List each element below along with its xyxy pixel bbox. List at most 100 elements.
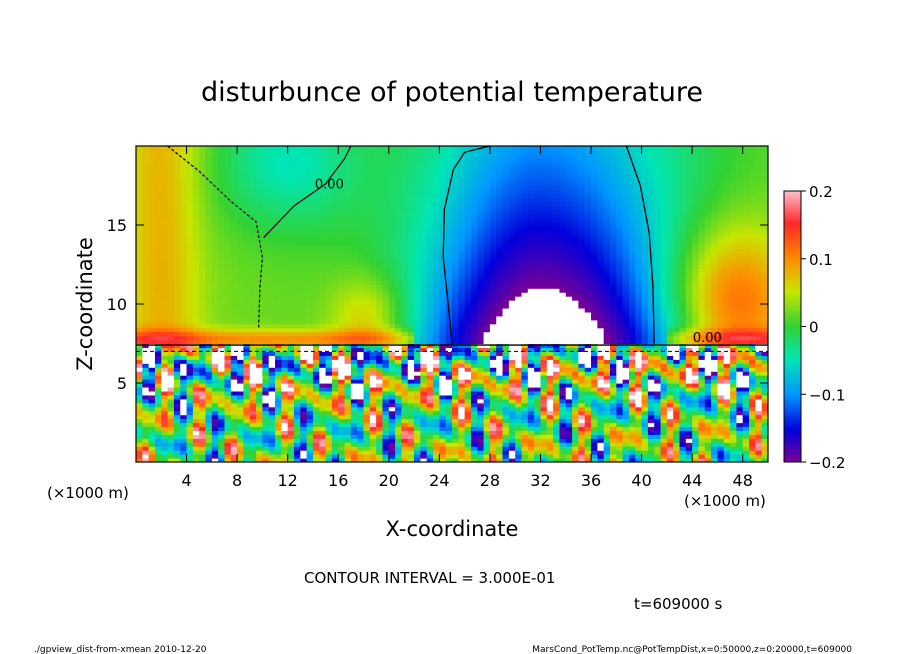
field-cell: [154, 149, 162, 155]
field-cell: [508, 161, 516, 167]
field-cell: [262, 307, 270, 313]
field-cell: [262, 213, 270, 218]
field-cell: [433, 363, 440, 368]
field-cell: [382, 327, 390, 333]
field-cell: [256, 347, 263, 352]
field-cell: [395, 225, 403, 230]
field-cell: [433, 394, 440, 400]
field-cell: [268, 339, 276, 345]
field-cell: [477, 185, 485, 191]
field-cell: [256, 319, 263, 325]
field-cell: [142, 217, 150, 222]
field-cell: [433, 450, 440, 455]
field-cell: [483, 228, 491, 234]
field-cell: [458, 319, 466, 325]
field-cell: [275, 339, 282, 345]
field-cell: [331, 217, 339, 222]
field-cell: [230, 197, 238, 202]
field-cell: [167, 189, 175, 194]
field-cell: [452, 355, 459, 360]
field-cell: [325, 331, 333, 337]
field-cell: [420, 205, 428, 210]
field-cell: [275, 209, 282, 214]
field-cell: [319, 394, 327, 400]
field-cell: [483, 402, 491, 408]
field-cell: [136, 193, 143, 198]
field-cell: [300, 193, 308, 198]
field-cell: [414, 331, 421, 337]
field-cell: [357, 181, 365, 187]
field-cell: [211, 414, 219, 420]
field-cell: [483, 311, 491, 317]
field-cell: [521, 359, 529, 364]
field-cell: [426, 272, 434, 277]
field-cell: [382, 296, 390, 301]
field-cell: [382, 390, 390, 396]
field-cell: [350, 181, 358, 187]
field-cell: [300, 422, 308, 428]
field-cell: [281, 276, 289, 281]
field-cell: [237, 197, 245, 202]
field-cell: [452, 165, 459, 171]
field-cell: [369, 149, 377, 155]
field-cell: [199, 434, 207, 439]
field-cell: [515, 236, 523, 242]
field-cell: [452, 363, 459, 368]
field-cell: [205, 319, 213, 325]
field-cell: [439, 146, 447, 151]
field-cell: [458, 260, 466, 266]
field-cell: [205, 442, 213, 447]
field-cell: [452, 296, 459, 301]
field-cell: [142, 307, 150, 313]
field-cell: [502, 252, 510, 258]
field-cell: [401, 304, 409, 309]
field-cell: [331, 311, 339, 317]
field-cell: [300, 252, 308, 258]
field-cell: [395, 165, 403, 171]
field-cell: [300, 418, 308, 424]
field-cell: [180, 319, 188, 325]
field-cell: [401, 422, 409, 428]
field-cell: [331, 169, 339, 175]
field-cell: [433, 390, 440, 396]
field-cell: [338, 161, 346, 167]
field-cell: [433, 169, 440, 175]
field-cell: [426, 414, 434, 420]
field-cell: [256, 225, 263, 230]
field-cell: [224, 438, 232, 443]
field-cell: [489, 434, 497, 439]
field-cell: [211, 442, 219, 447]
field-cell: [350, 351, 358, 356]
field-cell: [496, 426, 504, 431]
field-cell: [167, 264, 175, 270]
field-cell: [515, 406, 523, 412]
field-cell: [477, 197, 485, 202]
field-cell: [306, 276, 314, 281]
field-cell: [306, 454, 314, 459]
field-cell: [502, 213, 510, 218]
field-cell: [224, 272, 232, 277]
field-cell: [433, 438, 440, 443]
field-cell: [464, 232, 472, 238]
field-cell: [161, 458, 169, 462]
field-cell: [148, 454, 156, 459]
field-cell: [357, 213, 365, 218]
field-cell: [496, 149, 504, 155]
field-cell: [426, 450, 434, 455]
field-cell: [325, 276, 333, 281]
field-cell: [369, 264, 377, 270]
field-cell: [319, 367, 327, 372]
field-cell: [294, 272, 301, 277]
field-cell: [477, 367, 485, 372]
field-cell: [452, 307, 459, 313]
field-cell: [508, 205, 516, 210]
field-cell: [395, 197, 403, 202]
field-cell: [395, 402, 403, 408]
field-cell: [382, 394, 390, 400]
field-cell: [294, 213, 301, 218]
field-cell: [218, 410, 226, 416]
field-cell: [445, 201, 453, 206]
field-cell: [470, 165, 478, 171]
field-cell: [414, 161, 421, 167]
field-cell: [477, 446, 485, 451]
